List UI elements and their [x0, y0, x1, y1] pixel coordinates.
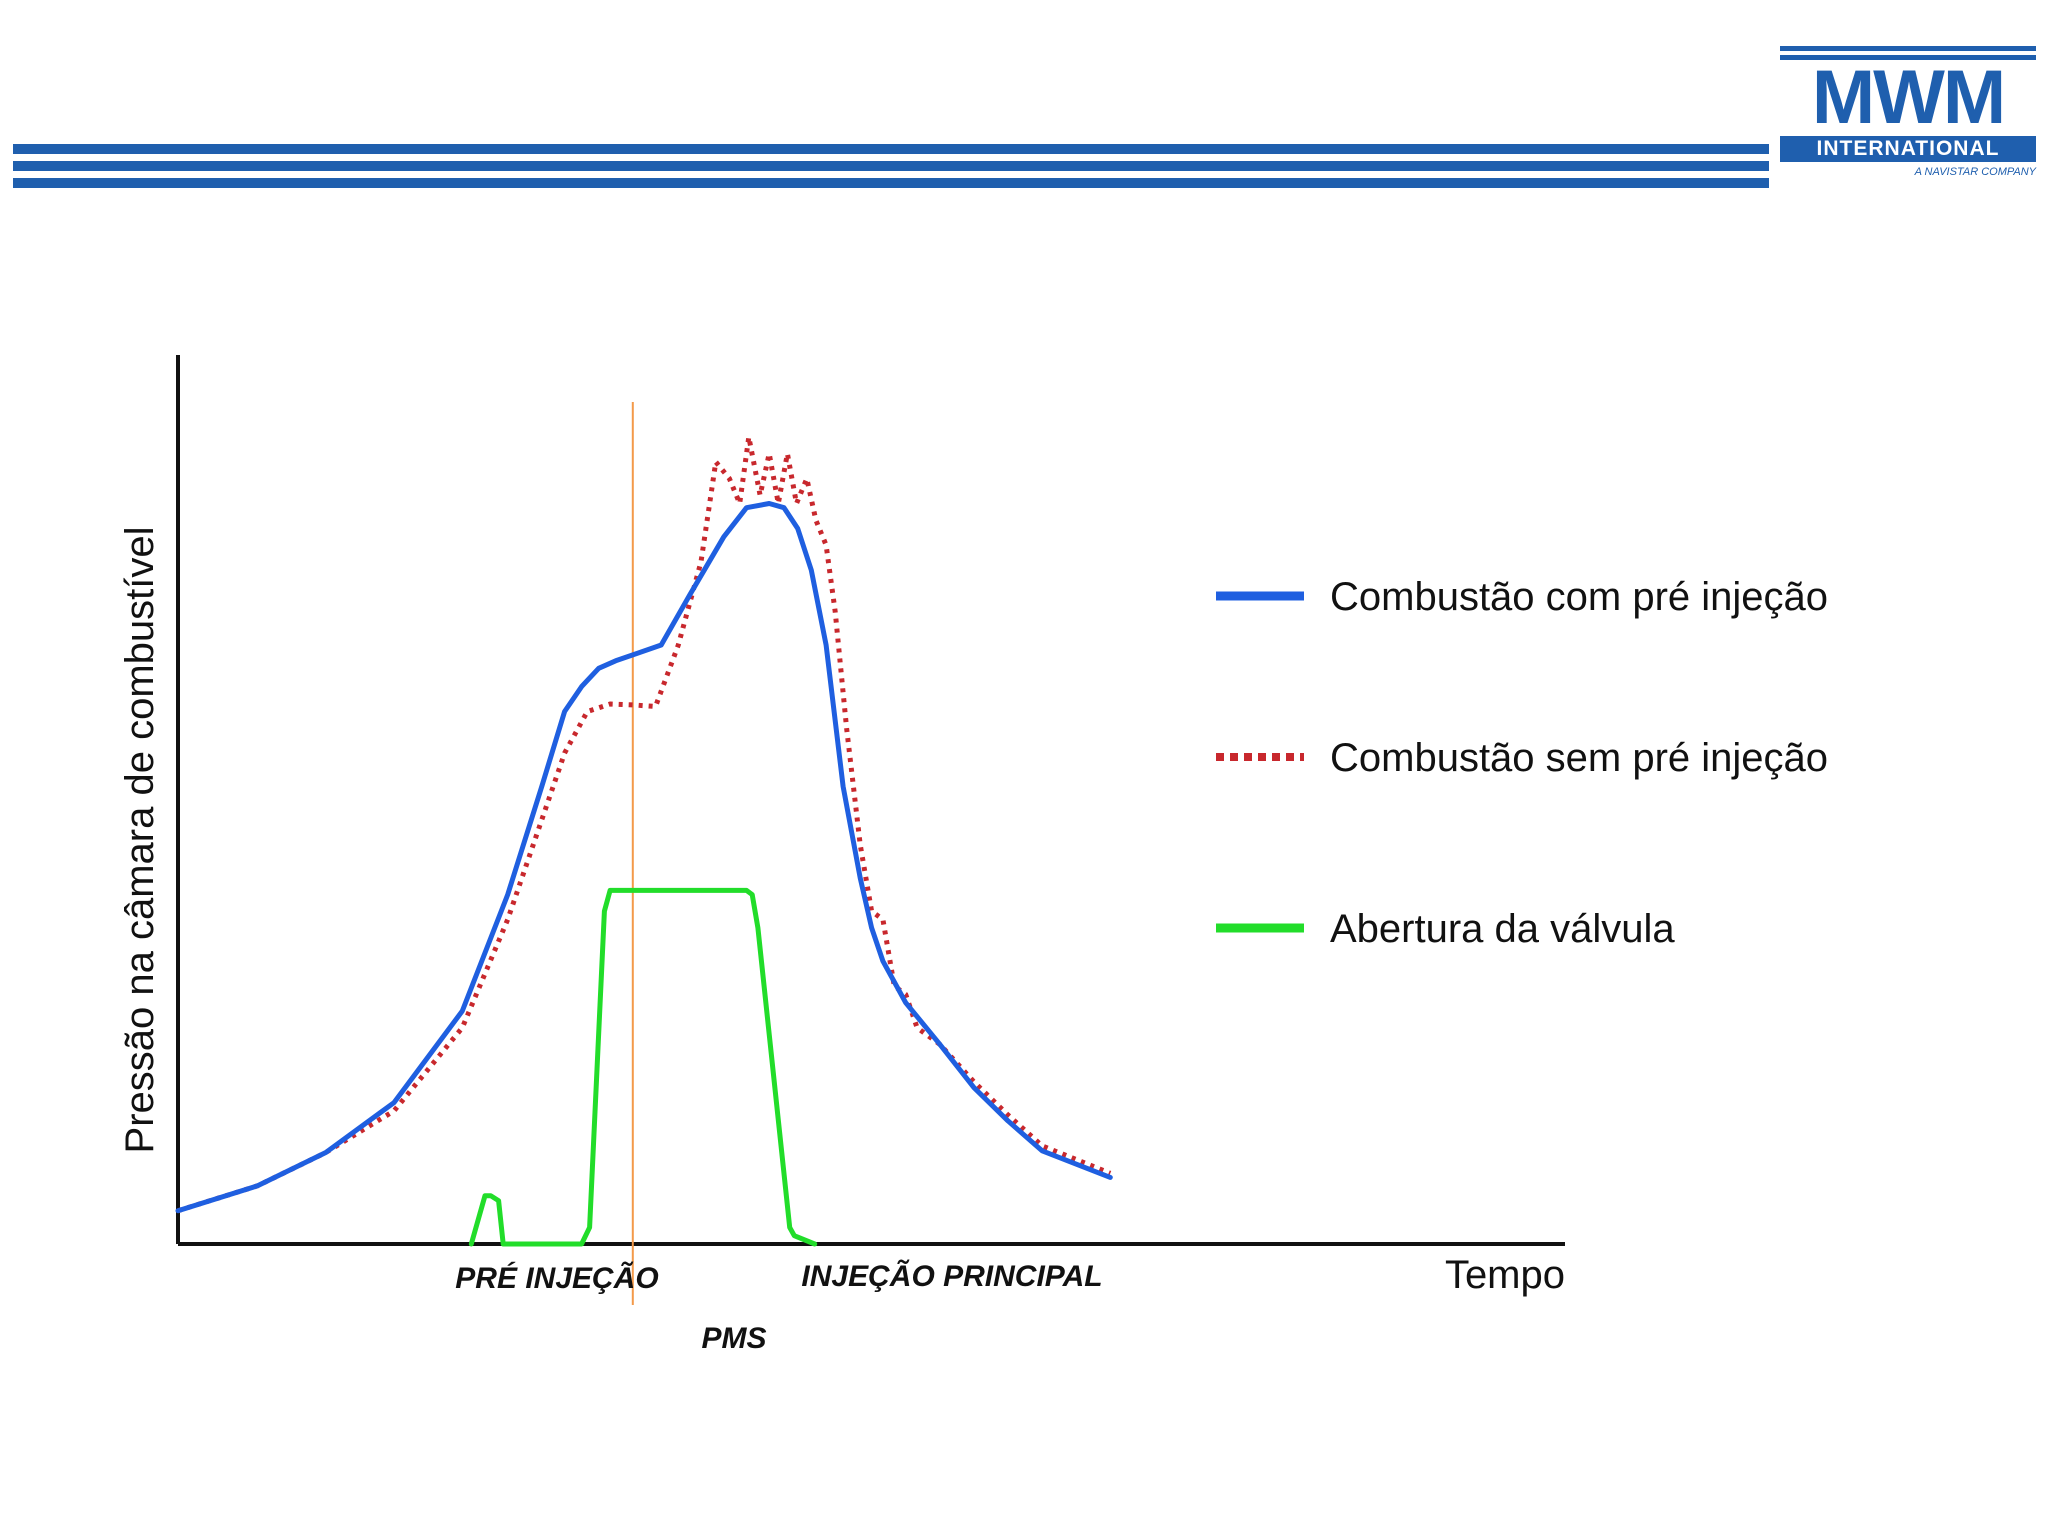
- legend-label-1: Combustão sem pré injeção: [1330, 736, 1828, 780]
- logo-tagline: A NAVISTAR COMPANY: [1914, 166, 2036, 178]
- series-line-2: [468, 887, 818, 1247]
- annotation-pms: PMS: [701, 1322, 766, 1355]
- header-stripes: [13, 144, 1769, 195]
- legend-label-2: Abertura da válvula: [1330, 907, 1675, 951]
- annotation-main-injection: INJEÇÃO PRINCIPAL: [801, 1259, 1102, 1293]
- x-axis-label: Tempo: [1445, 1253, 1565, 1297]
- y-axis-label: Pressão na câmara de combustível: [118, 527, 162, 1154]
- chart-axes: [176, 355, 1565, 1246]
- series-line-1: [177, 434, 1112, 1214]
- header-stripe: [13, 144, 1769, 154]
- chart-legend: Combustão com pré injeção Combustão sem p…: [1216, 575, 1828, 951]
- chart-series: [175, 434, 1113, 1247]
- logo-stripe: [1780, 55, 2036, 60]
- legend-label-0: Combustão com pré injeção: [1330, 575, 1828, 619]
- header-stripe: [13, 178, 1769, 188]
- company-logo: MWM INTERNATIONAL A NAVISTAR COMPANY: [1780, 46, 2036, 196]
- header-stripe: [13, 161, 1769, 171]
- annotation-pre-injection: PRÉ INJEÇÃO: [455, 1261, 658, 1295]
- logo-stripe: [1780, 46, 2036, 51]
- logo-subtitle: INTERNATIONAL: [1780, 136, 2036, 162]
- series-line-0: [175, 501, 1113, 1214]
- logo-brand-text: MWM: [1811, 55, 2006, 140]
